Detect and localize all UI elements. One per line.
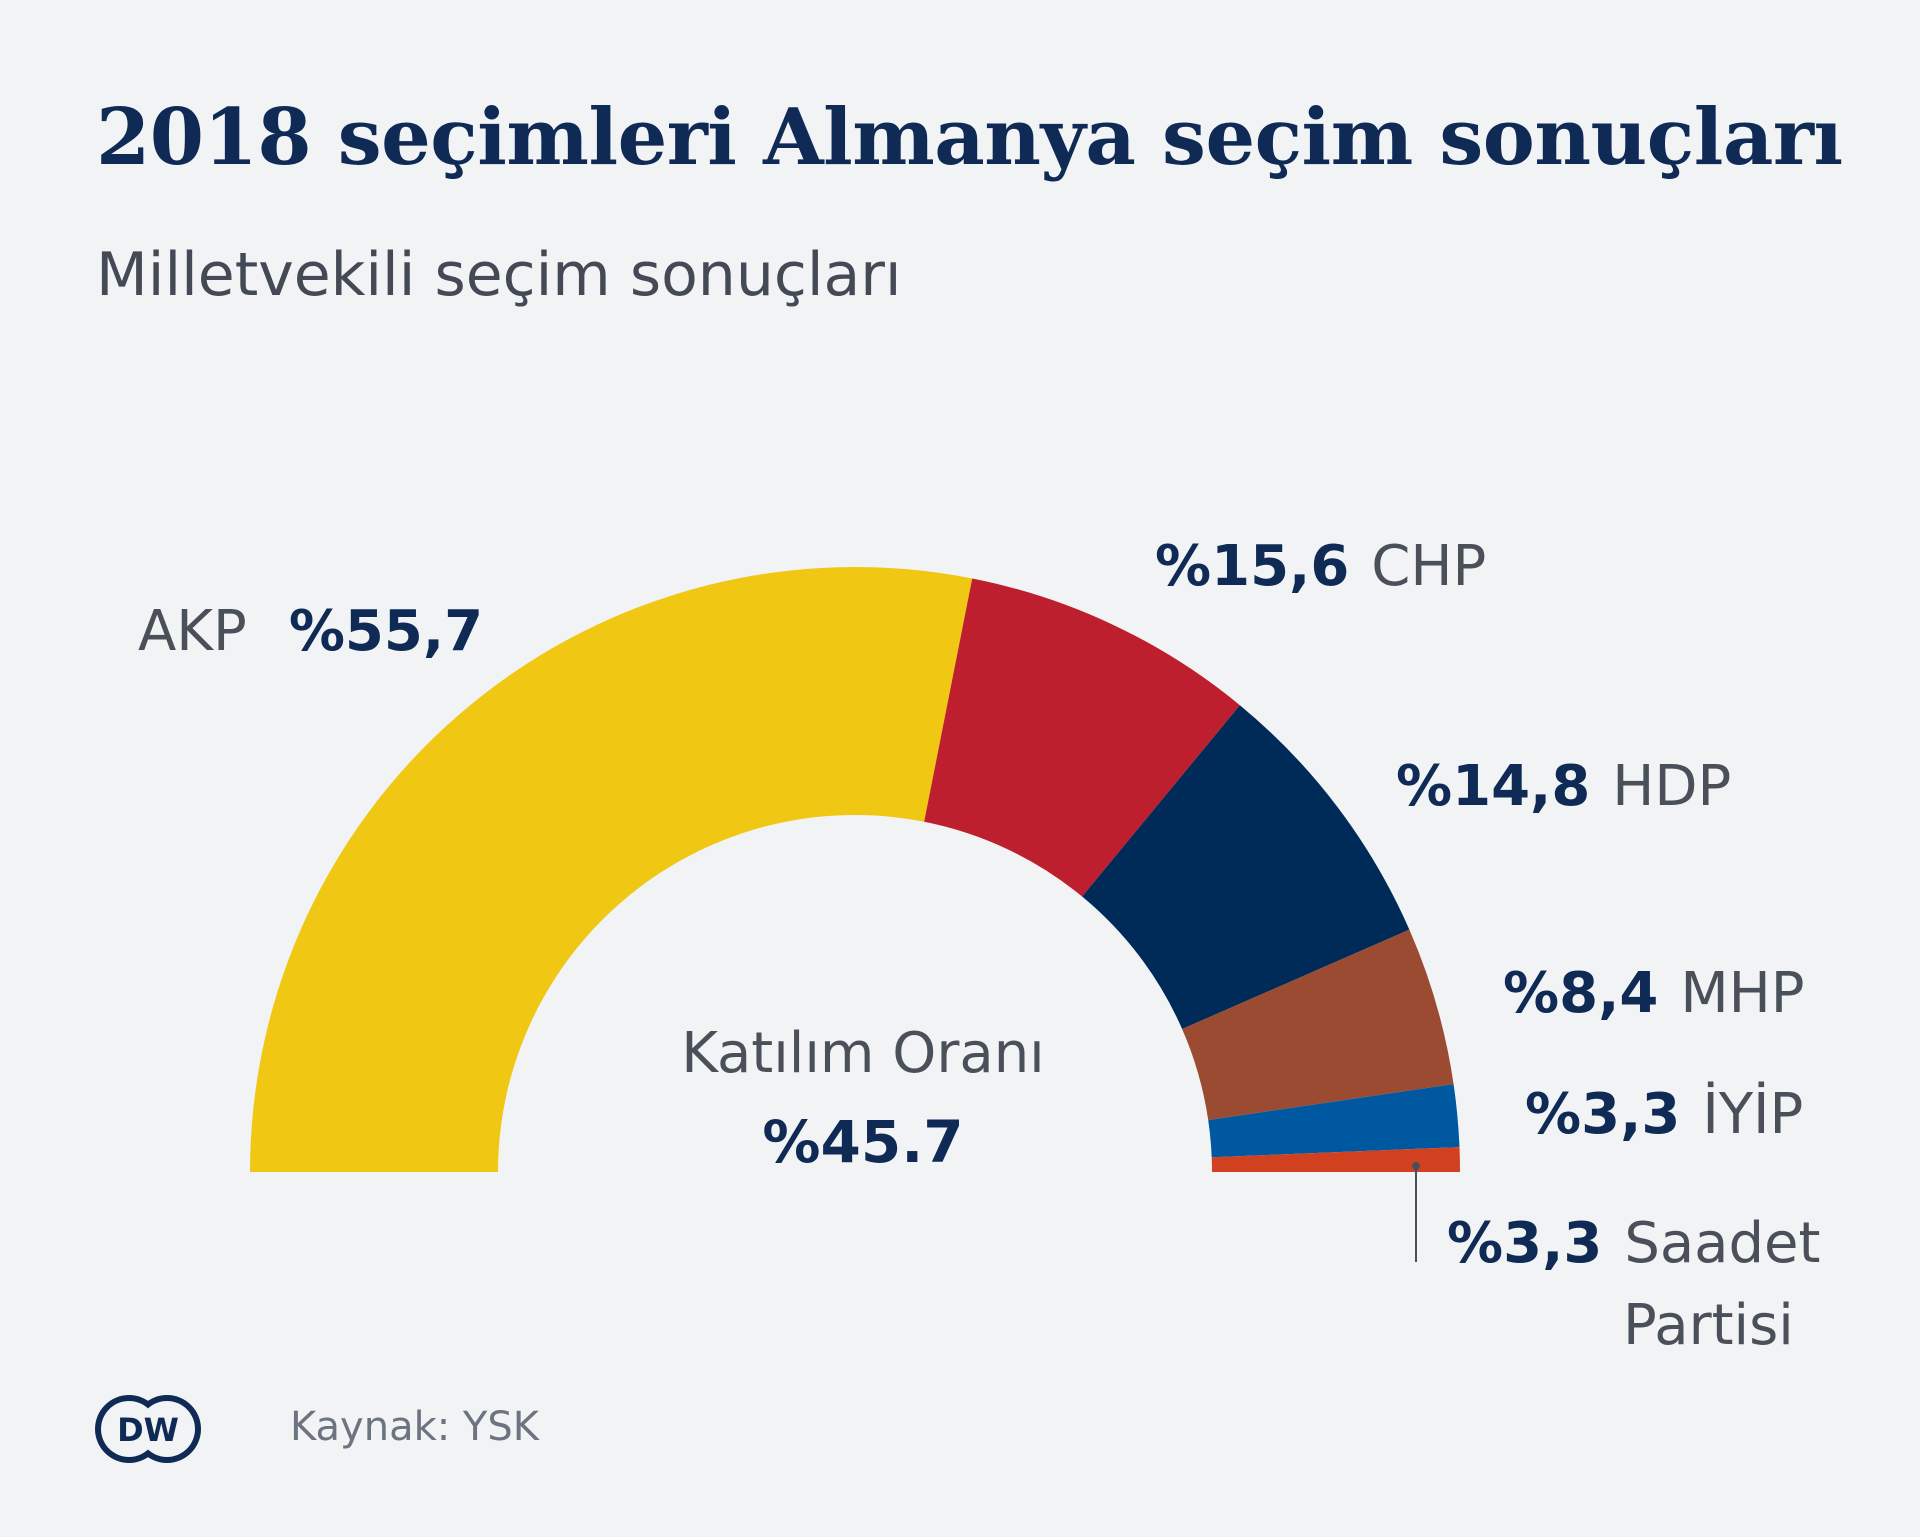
percent-value: %14,8 [1396, 754, 1590, 819]
source-note: Kaynak: YSK [290, 1404, 539, 1450]
party-name: HDP [1612, 754, 1731, 819]
party-name-line-2: Partisi [1623, 1293, 1794, 1358]
dw-logo: DW [95, 1395, 201, 1463]
leader-dot [1412, 1162, 1420, 1170]
slice-saadet-partisi [1211, 1147, 1460, 1172]
center-label: Katılım Oranı [681, 1021, 1045, 1086]
percent-value: %3,3 [1447, 1211, 1602, 1276]
dw-logo-text: DW [117, 1411, 179, 1449]
slice-i-yi-p [1208, 1084, 1460, 1158]
slice-chp [924, 578, 1240, 897]
slice-mhp [1182, 929, 1454, 1121]
percent-value: %3,3 [1525, 1082, 1680, 1147]
label-i-yi-p: %3,3 İYİP [1525, 1082, 1803, 1147]
party-name: CHP [1371, 534, 1486, 599]
center-value: %45.7 [762, 1108, 963, 1176]
label-hdp: %14,8 HDP [1396, 754, 1731, 819]
label-chp: %15,6 CHP [1155, 534, 1486, 599]
slice-hdp [1082, 705, 1410, 1030]
page-title: 2018 seçimleri Almanya seçim sonuçları [96, 92, 1843, 183]
slice-akp [250, 567, 973, 1172]
page-subtitle: Milletvekili seçim sonuçları [96, 240, 902, 310]
label-mhp: %8,4 MHP [1503, 961, 1805, 1026]
percent-value: %8,4 [1503, 961, 1658, 1026]
percent-value: %55,7 [289, 599, 483, 664]
party-name: Saadet [1624, 1211, 1820, 1276]
party-name: MHP [1680, 961, 1804, 1026]
party-name: AKP [138, 599, 247, 664]
party-name: İYİP [1702, 1082, 1803, 1147]
percent-value: %15,6 [1155, 534, 1349, 599]
label-akp: AKP %55,7 [138, 599, 483, 664]
label-saadet-partisi: %3,3 Saadet [1447, 1211, 1820, 1276]
